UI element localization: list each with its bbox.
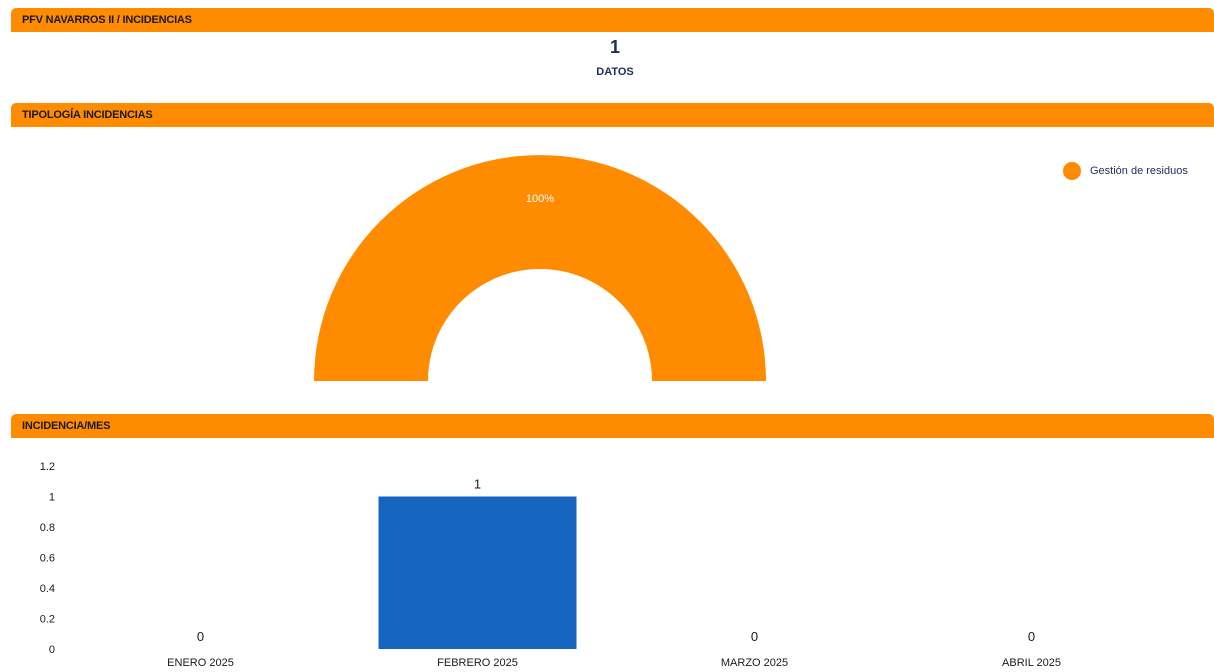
legend-label: Gestión de residuos: [1090, 165, 1188, 177]
typology-section-header: TIPOLOGÍA INCIDENCIAS: [11, 103, 1214, 127]
y-tick-label: 1.2: [40, 461, 55, 473]
bar: [378, 496, 577, 649]
bar-value-label: 0: [1028, 629, 1035, 644]
x-tick-label: ABRIL 2025: [1002, 657, 1061, 669]
y-tick-label: 0.8: [40, 522, 55, 534]
bar-value-label: 0: [197, 629, 204, 644]
donut-data-label: 100%: [526, 193, 554, 205]
donut-slice: [314, 155, 766, 381]
y-tick-label: 0.2: [40, 614, 55, 626]
x-tick-label: FEBRERO 2025: [437, 657, 518, 669]
typology-donut-chart: 100%: [314, 155, 766, 381]
y-tick-label: 0.4: [40, 583, 55, 595]
bar-value-label: 0: [751, 629, 758, 644]
kpi-value: 1: [609, 37, 620, 57]
monthly-section-header: INCIDENCIA/MES: [11, 414, 1214, 438]
y-tick-label: 0: [49, 644, 55, 656]
x-tick-label: ENERO 2025: [167, 657, 234, 669]
y-tick-label: 0.6: [40, 553, 55, 565]
chart-legend[interactable]: Gestión de residuos: [1063, 162, 1188, 180]
kpi-label: DATOS: [596, 66, 634, 78]
summary-section-header: PFV NAVARROS II / INCIDENCIAS: [11, 8, 1214, 32]
legend-swatch: [1063, 162, 1081, 180]
bar-value-label: 1: [474, 477, 481, 492]
y-tick-label: 1: [49, 492, 55, 504]
monthly-bar-chart: 0 0.2 0.4 0.6 0.8 1 1.2 0 ENERO 2025 1 FEBRERO 202…: [40, 461, 1061, 669]
x-tick-label: MARZO 2025: [721, 657, 788, 669]
